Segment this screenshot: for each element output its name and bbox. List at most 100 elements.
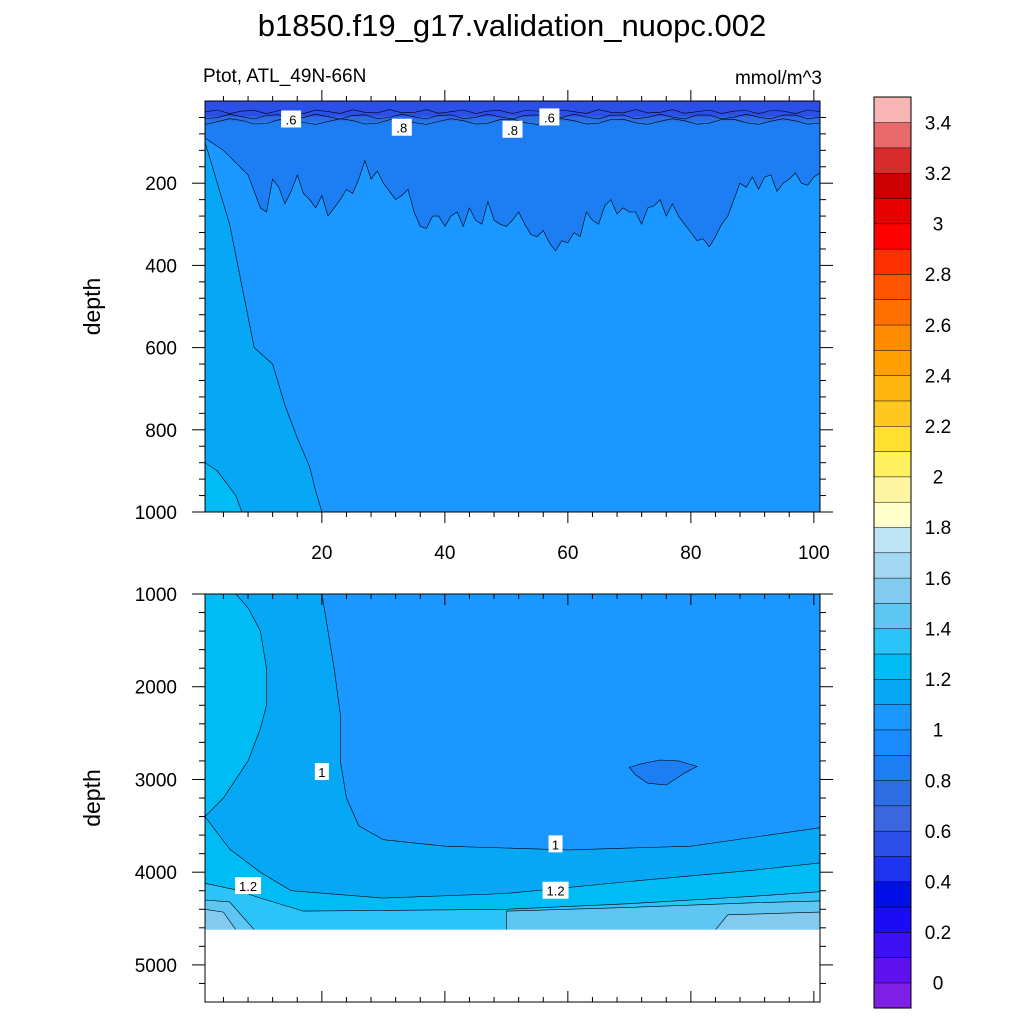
colorbar-swatch [873,400,912,427]
colorbar-swatch [873,780,912,807]
contour-fill-1.1-1.2 [205,462,242,512]
svg-text:1.2: 1.2 [239,879,257,894]
contour-fill-0.8-0.9 [628,759,698,786]
colorbar-swatch [873,881,912,908]
colorbar-label: 3 [933,215,944,236]
svg-text:.6: .6 [544,110,555,125]
contour-fill-1.0-1.1 [205,594,820,930]
colorbar-swatch [873,957,912,984]
y-tick-label: 1000 [135,585,177,606]
y-tick-label: 3000 [135,770,177,791]
colorbar-swatch [873,931,912,958]
x-tick-label: 40 [434,543,455,564]
contour-line [205,137,820,252]
colorbar-swatch [873,349,912,376]
colorbar-label: 0.6 [925,822,951,843]
lower-y-axis-label: depth [79,769,105,827]
contour-label: 1 [314,763,329,781]
contour-label: .8 [502,120,523,138]
contour-line [205,142,323,512]
colorbar-label: 0.4 [925,873,952,894]
contour-line [205,594,267,817]
left-subtitle: Ptot, ATL_49N-66N [203,66,366,87]
colorbar-swatch [873,451,912,478]
colorbar-label: 2.6 [925,316,951,337]
colorbar-label: 1.8 [925,518,951,539]
contour-line [205,816,820,899]
contour-label: .6 [539,108,560,126]
colorbar-swatch [873,552,912,579]
contour-fill-0.6-0.7 [205,101,820,117]
x-tick-label: 80 [680,543,701,564]
colorbar-swatch [873,906,912,933]
colorbar-swatch [873,147,912,174]
contour-line [205,462,243,512]
colorbar-swatch [873,602,912,629]
colorbar-swatch [873,501,912,528]
colorbar-swatch [873,577,912,604]
contour-fill-0.9-1.0 [205,138,820,512]
colorbar-label: 2.2 [925,417,951,438]
upper-y-axis-label: depth [79,278,105,336]
colorbar-swatch [873,122,912,149]
missing-data-region [205,929,820,1002]
colorbar-swatch [873,324,912,351]
colorbar-swatch [873,526,912,554]
colorbar-swatch [873,754,912,781]
svg-text:.6: .6 [286,112,297,127]
colorbar-swatch [873,172,912,199]
x-tick-label: 100 [798,543,830,564]
contour-line [205,909,237,930]
y-tick-label: 800 [145,421,177,442]
colorbar-swatch [873,273,912,301]
y-tick-label: 2000 [135,678,177,699]
contour-label: .6 [281,110,302,128]
colorbar-swatch [873,476,912,503]
contour-fill-1.4-1.5 [715,912,820,930]
colorbar-label: 1.6 [925,569,951,590]
contour-line [715,911,820,930]
colorbar-swatch [873,628,912,655]
colorbar-swatch [873,805,912,832]
colorbar-label: 3.4 [925,113,952,134]
colorbar: 0 0.2 0.4 0.6 0.8 1 1.2 1.4 1.6 1.8 2 2.2 2.4 2.6 2.8 3… [873,96,952,1009]
upper-plot-frame [204,100,821,513]
colorbar-swatch [873,729,912,756]
colorbar-swatch [873,704,912,731]
contour-fill-1.0-1.1 [205,142,322,512]
colorbar-swatch [873,830,912,857]
contour-label: 1.2 [235,877,262,895]
colorbar-swatch [873,982,912,1009]
colorbar-swatch [873,248,912,275]
svg-text:1: 1 [318,765,325,780]
colorbar-label: 2.8 [925,265,951,286]
colorbar-swatch [873,425,912,452]
colorbar-label: 0 [933,974,944,995]
contour-label: 1 [548,835,563,853]
colorbar-label: 0.8 [925,771,951,792]
colorbar-label: 1 [933,721,944,742]
upper-contour-panel: .6 .8 .8 .6 20 40 60 80 100 200 400 600 800 1000 depth [79,90,833,564]
contour-label: 1.2 [542,881,569,899]
contour-line [205,899,255,930]
contour-line [205,109,820,115]
contour-line [321,594,820,851]
x-tick-label: 20 [311,543,332,564]
colorbar-swatch [873,96,912,123]
colorbar-swatch [873,299,912,326]
colorbar-swatch [873,375,912,402]
colorbar-swatch [873,223,912,250]
colorbar-swatch [873,855,912,883]
contour-line [205,118,820,125]
colorbar-label: 2 [933,468,944,489]
svg-text:.8: .8 [507,123,518,138]
colorbar-swatch [873,678,912,705]
figure-title: b1850.f19_g17.validation_nuopc.002 [258,8,767,43]
colorbar-label: 1.2 [925,670,951,691]
svg-text:1: 1 [552,837,559,852]
y-tick-label: 200 [145,174,177,195]
y-tick-label: 4000 [135,863,177,884]
svg-text:.8: .8 [396,121,407,136]
x-tick-label: 60 [557,543,578,564]
